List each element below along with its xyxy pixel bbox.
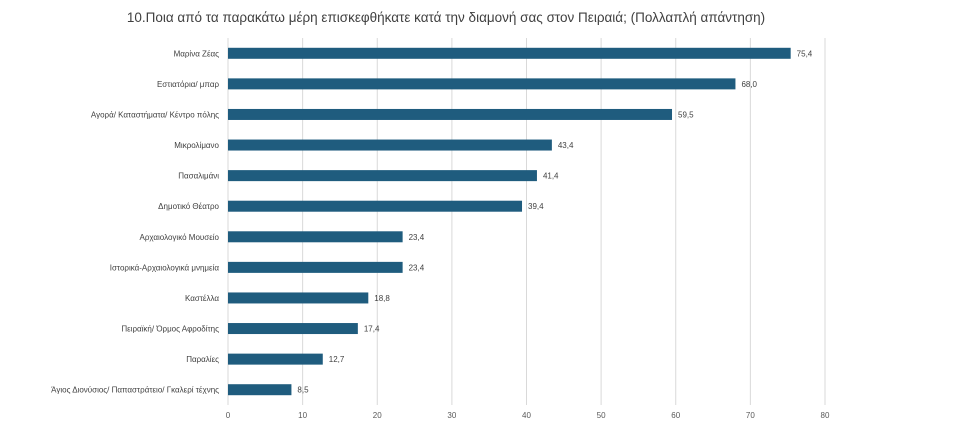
- value-labels: 75,4 68,0 59,5 43,4 41,4 39,4 23,4 23,4 18,8 17,4…: [297, 49, 812, 394]
- x-tick-label: 30: [447, 411, 456, 420]
- bar: [228, 139, 552, 151]
- data-label: 39,4: [528, 202, 544, 211]
- data-label: 75,4: [797, 49, 813, 58]
- category-label: Πειραϊκή/ Όρμος Αφροδίτης: [121, 325, 219, 334]
- data-label: 43,4: [558, 141, 574, 150]
- x-tick-label: 40: [522, 411, 531, 420]
- chart-title: 10.Ποια από τα παρακάτω μέρη επισκεφθήκα…: [127, 10, 765, 25]
- bar: [228, 200, 523, 212]
- bar: [228, 261, 403, 273]
- category-label: Μαρίνα Ζέας: [174, 49, 220, 58]
- data-label: 23,4: [409, 263, 425, 272]
- category-label: Μικρολίμανο: [174, 141, 219, 150]
- category-label: Πασαλιμάνι: [178, 172, 219, 181]
- category-label: Αγορά/ Καταστήματα/ Κέντρο πόλης: [91, 110, 219, 119]
- bar: [228, 323, 358, 335]
- grid-lines: [227, 38, 826, 405]
- bars: [228, 47, 791, 396]
- data-label: 17,4: [364, 325, 380, 334]
- category-label: Εστιατόρια/ μπαρ: [157, 80, 219, 89]
- x-tick-label: 70: [746, 411, 755, 420]
- category-label: Καστέλλα: [185, 294, 219, 303]
- data-label: 68,0: [741, 80, 757, 89]
- category-label: Παραλίες: [186, 355, 219, 364]
- bar: [228, 353, 323, 365]
- x-axis-ticks: 0 10 20 30 40 50 60 70 80: [226, 411, 830, 420]
- x-tick-label: 50: [597, 411, 606, 420]
- category-labels: Μαρίνα Ζέας Εστιατόρια/ μπαρ Αγορά/ Καταστ…: [51, 49, 219, 394]
- x-tick-label: 20: [373, 411, 382, 420]
- bar: [228, 108, 673, 120]
- bar: [228, 231, 403, 243]
- data-label: 59,5: [678, 110, 694, 119]
- category-label: Ιστορικά-Αρχαιολογικά μνημεία: [110, 263, 220, 272]
- category-label: Δημοτικό Θέατρο: [158, 202, 219, 211]
- bar: [228, 47, 791, 59]
- data-label: 8,5: [297, 386, 309, 395]
- data-label: 12,7: [329, 355, 345, 364]
- data-label: 41,4: [543, 172, 559, 181]
- bar: [228, 292, 369, 304]
- x-tick-label: 80: [821, 411, 830, 420]
- bar: [228, 170, 537, 182]
- data-label: 23,4: [409, 233, 425, 242]
- x-tick-label: 0: [226, 411, 231, 420]
- bar: [228, 384, 292, 396]
- data-label: 18,8: [374, 294, 390, 303]
- x-tick-label: 10: [298, 411, 307, 420]
- category-label: Αρχαιολογικό Μουσείο: [140, 233, 220, 242]
- x-tick-label: 60: [671, 411, 680, 420]
- category-label: Άγιος Διονύσιος/ Παπαστράτειο/ Γκαλερί τ…: [51, 386, 219, 395]
- bar: [228, 78, 736, 90]
